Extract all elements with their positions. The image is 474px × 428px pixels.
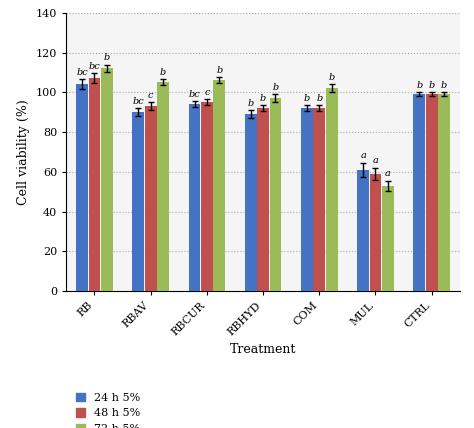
Bar	[132, 112, 144, 291]
Text: c: c	[148, 91, 154, 100]
Legend: 24 h 5%, 48 h 5%, 72 h 5%: 24 h 5%, 48 h 5%, 72 h 5%	[72, 388, 145, 428]
Text: a: a	[385, 169, 391, 178]
Text: bc: bc	[132, 97, 144, 106]
Text: a: a	[373, 157, 378, 166]
Bar	[326, 88, 337, 291]
Text: b: b	[104, 53, 110, 62]
Bar	[438, 94, 450, 291]
Text: b: b	[316, 94, 322, 103]
Bar	[101, 68, 113, 291]
Bar	[76, 84, 88, 291]
Text: b: b	[247, 99, 254, 108]
Text: c: c	[204, 88, 210, 97]
Text: b: b	[160, 68, 166, 77]
X-axis label: Treatment: Treatment	[230, 343, 296, 356]
Bar	[357, 170, 369, 291]
Text: b: b	[272, 83, 279, 92]
Bar	[426, 94, 438, 291]
Text: bc: bc	[189, 90, 201, 99]
Bar	[213, 80, 225, 291]
Bar	[245, 114, 256, 291]
Bar	[201, 102, 213, 291]
Text: b: b	[416, 81, 422, 90]
Text: b: b	[428, 81, 435, 90]
Text: b: b	[441, 81, 447, 90]
Bar	[270, 98, 282, 291]
Bar	[189, 104, 201, 291]
Y-axis label: Cell viability (%): Cell viability (%)	[18, 99, 30, 205]
Bar	[370, 174, 382, 291]
Bar	[145, 106, 156, 291]
Bar	[313, 108, 325, 291]
Text: b: b	[304, 94, 310, 103]
Bar	[257, 108, 269, 291]
Text: bc: bc	[89, 62, 100, 71]
Bar	[382, 186, 394, 291]
Bar	[301, 108, 313, 291]
Text: b: b	[328, 73, 335, 82]
Bar	[413, 94, 425, 291]
Bar	[89, 78, 100, 291]
Text: a: a	[360, 152, 366, 160]
Text: bc: bc	[76, 68, 88, 77]
Text: b: b	[260, 94, 266, 103]
Bar	[157, 82, 169, 291]
Text: b: b	[216, 66, 222, 75]
